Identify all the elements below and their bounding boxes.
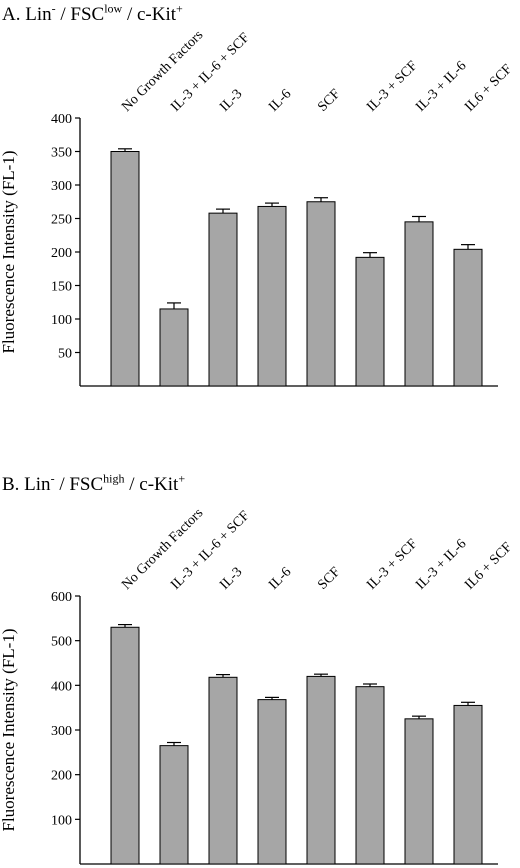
panel-a-bar-0 [110,151,140,387]
panel-a-y-axis-label: Fluorescence Intensity (FL-1) [0,151,18,354]
panel-b-bar-7 [453,704,483,865]
panel-a-bar-3 [257,205,287,387]
panel-b-category-label-2: IL-3 [217,565,245,593]
panel-a-bar-2 [208,212,238,387]
panel-b-category-label-7: IL6 + SCF [462,540,515,593]
panel-a-bar-5 [355,256,385,387]
panel-b-category-label-5: IL-3 + SCF [364,536,420,592]
panel-a-y-tick-label-2: 150 [51,280,72,295]
panel-b-bar-3 [257,699,287,865]
panel-a-y-tick-label-1: 100 [51,313,72,328]
panel-a-y-tick-label-0: 50 [58,347,72,362]
panel-a-y-tick-label-3: 200 [51,246,72,261]
panel-b-y-tick-label-1: 200 [51,769,72,784]
panel-b-y-tick-label-3: 400 [51,679,72,694]
panel-b-category-label-0: No Growth Factors [119,506,206,593]
panel-b-category-label-6: IL-3 + IL-6 [413,537,469,593]
panel-a-y-tick-label-7: 400 [51,112,72,127]
panel-b-y-axis-label: Fluorescence Intensity (FL-1) [0,629,18,832]
panel-b-title: B. Lin- / FSChigh / c-Kit+ [2,471,186,495]
panel-b-bar-6 [404,718,434,865]
panel-b-bar-5 [355,686,385,865]
panel-a-y-tick-label-5: 300 [51,179,72,194]
panel-b-category-label-3: IL-6 [266,565,294,593]
panel-b-y-tick-label-4: 500 [51,635,72,650]
panel-b-y-tick-label-2: 300 [51,724,72,739]
panel-a-y-tick-label-6: 350 [51,146,72,161]
panel-b-bar-0 [110,626,140,865]
panel-b-y-tick-label-5: 600 [51,590,72,605]
panel-a-bar-4 [306,201,336,387]
panel-b-bar-4 [306,675,336,865]
panel-b-bar-1 [159,745,189,865]
panel-a-bar-1 [159,308,189,387]
panel-a-bar-6 [404,221,434,387]
panel-a-y-tick-label-4: 250 [51,213,72,228]
panel-a-title: A. Lin- / FSClow / c-Kit+ [2,1,183,25]
panel-b-bar-2 [208,676,238,865]
panel-b-y-tick-label-0: 100 [51,813,72,828]
panel-b-category-label-4: SCF [315,564,343,592]
